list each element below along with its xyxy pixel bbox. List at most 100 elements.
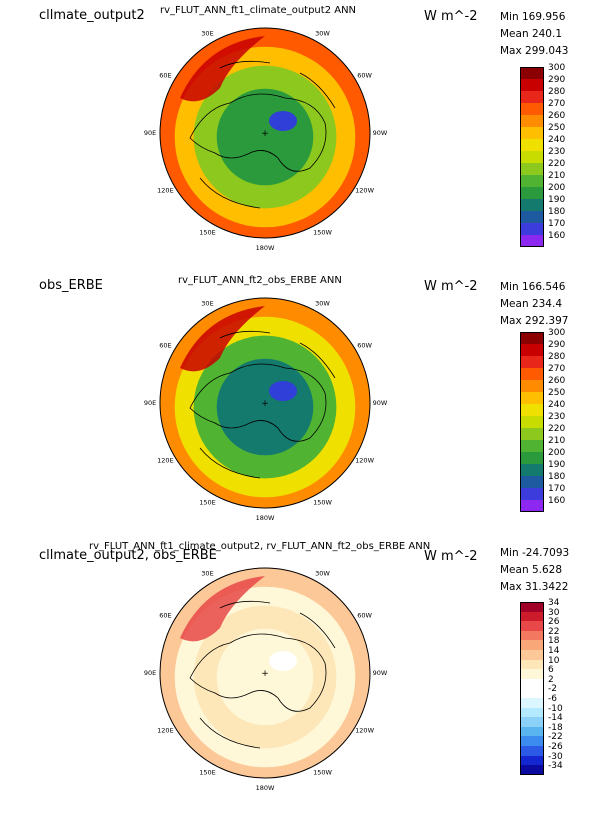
colorbar-swatch (520, 235, 544, 247)
colorbar-tick-label: -18 (548, 722, 563, 733)
longitude-label: 120E (157, 457, 174, 465)
polar-minimum-region (269, 381, 297, 401)
longitude-label: 180W (256, 784, 275, 792)
panel-obs: obs_ERBE rv_FLUT_ANN_ft2_obs_ERBE ANN W … (0, 270, 606, 540)
colorbar-swatch (520, 755, 544, 766)
colorbar-swatch (520, 440, 544, 452)
warm-anomaly-region (180, 306, 265, 372)
colorbar-swatch (520, 368, 544, 380)
coastline (189, 600, 336, 749)
colorbar-tick-label: 6 (548, 665, 554, 676)
colorbar-tick-label: 230 (548, 147, 566, 157)
longitude-label: 90E (144, 669, 156, 677)
colorbar-tick-label: -22 (548, 732, 563, 743)
panel-diff: cllmate_output2, obs_ERBE rv_FLUT_ANN_ft… (0, 540, 606, 810)
stat-min: Min 169.956 (500, 11, 566, 23)
colorbar-swatch (520, 476, 544, 488)
polar-map-svg: +30E 30W 60E 60W 90E 90W 120E 120W 150E 150W 180W (144, 297, 388, 522)
colorbar-tick-label: 230 (548, 412, 566, 422)
colorbar-tick-label: 190 (548, 195, 566, 205)
colorbar-tick-label: -14 (548, 713, 563, 724)
pole-marker: + (261, 129, 269, 139)
colorbar-tick-label: -30 (548, 751, 563, 762)
colorbar-tick-label: 10 (548, 655, 560, 666)
colorbar-tick-label: 180 (548, 472, 566, 482)
colorbar-swatch (520, 187, 544, 199)
colorbar-swatch (520, 611, 544, 622)
colorbar-tick-label: 270 (548, 99, 566, 109)
colorbar-tick-label: 210 (548, 436, 566, 446)
colorbar-swatch (520, 452, 544, 464)
colorbar-tick-label: 270 (548, 364, 566, 374)
map-border (159, 27, 371, 239)
longitude-label: 30E (201, 569, 213, 577)
longitude-label: 150W (313, 769, 332, 777)
map-border (159, 567, 371, 779)
colorbar-tick-label: 260 (548, 111, 566, 121)
colorbar-swatch (520, 356, 544, 368)
units-label: W m^-2 (424, 549, 478, 564)
longitude-label: 120W (355, 457, 374, 465)
longitude-label: 30W (315, 569, 330, 577)
colorbar-tick-label: 240 (548, 400, 566, 410)
colorbar-swatch (520, 332, 544, 344)
colorbar-swatch (520, 211, 544, 223)
colorbar-swatch (520, 139, 544, 151)
colorbar-swatch (520, 115, 544, 127)
stats-block: Min -24.7093 Mean 5.628 Max 31.3422 (500, 545, 570, 596)
polar-map-svg: +30E 30W 60E 60W 90E 90W 120E 120W 150E 150W 180W (144, 567, 388, 792)
stat-mean: Mean 5.628 (500, 564, 563, 576)
longitude-label: 120E (157, 187, 174, 195)
colorbar-swatch (520, 416, 544, 428)
longitude-label: 30E (201, 299, 213, 307)
stat-max: Max 299.043 (500, 45, 569, 57)
colorbar-tick-label: 200 (548, 448, 566, 458)
colorbar-swatch (520, 151, 544, 163)
coastline (189, 60, 336, 209)
longitude-label: 90W (373, 399, 388, 407)
longitude-label: 90E (144, 129, 156, 137)
colorbar-swatch (520, 688, 544, 698)
colorbar-tick-label: 30 (548, 607, 560, 618)
colorbar-swatch (520, 698, 544, 708)
units-label: W m^-2 (424, 9, 478, 24)
colorbar-tick-label: 170 (548, 484, 566, 494)
colorbar-swatch (520, 707, 544, 718)
colorbar-swatch (520, 602, 544, 612)
longitude-label: 60W (357, 612, 372, 620)
colorbar-swatch (520, 392, 544, 404)
colorbar-tick-label: 280 (548, 87, 566, 97)
colorbar-swatch (520, 163, 544, 175)
longitude-label: 60E (159, 612, 171, 620)
panel-center-title: rv_FLUT_ANN_ft1_climate_output2, rv_FLUT… (89, 541, 431, 552)
colorbar-swatch (520, 199, 544, 211)
stat-min: Min 166.546 (500, 281, 566, 293)
colorbar-tick-label: 14 (548, 646, 560, 656)
colorbar-tick-label: 190 (548, 460, 566, 470)
colorbar-swatch (520, 650, 544, 660)
colorbar-tick-label: 290 (548, 340, 566, 350)
longitude-label: 60W (357, 342, 372, 350)
colorbar-tick-label: 300 (548, 63, 566, 73)
colorbar-swatch (520, 103, 544, 115)
colorbar-tick-label: -6 (548, 694, 557, 704)
polar-map: +30E 30W 60E 60W 90E 90W 120E 120W 150E 150W 180W (144, 297, 388, 522)
colorbar-tick-label: 26 (548, 617, 560, 628)
longitude-label: 180W (256, 514, 275, 522)
stat-min: Min -24.7093 (500, 547, 570, 559)
colorbar-tick-label: -34 (548, 761, 563, 772)
longitude-label: 30W (315, 299, 330, 307)
longitude-label: 120W (355, 727, 374, 735)
units-label: W m^-2 (424, 279, 478, 294)
panel-left-title: cllmate_output2 (39, 8, 145, 23)
stats-block: Min 166.546 Mean 234.4 Max 292.397 (500, 279, 570, 330)
colorbar-swatch (520, 464, 544, 476)
colorbar-tick-label: 180 (548, 207, 566, 217)
colorbar-swatch (520, 344, 544, 356)
colorbar-swatch (520, 621, 544, 631)
longitude-label: 150W (313, 499, 332, 507)
colorbar-swatch (520, 746, 544, 756)
colorbar-tick-label: 280 (548, 352, 566, 362)
colorbar-swatch (520, 175, 544, 187)
colorbar-tick-label: 220 (548, 159, 566, 169)
